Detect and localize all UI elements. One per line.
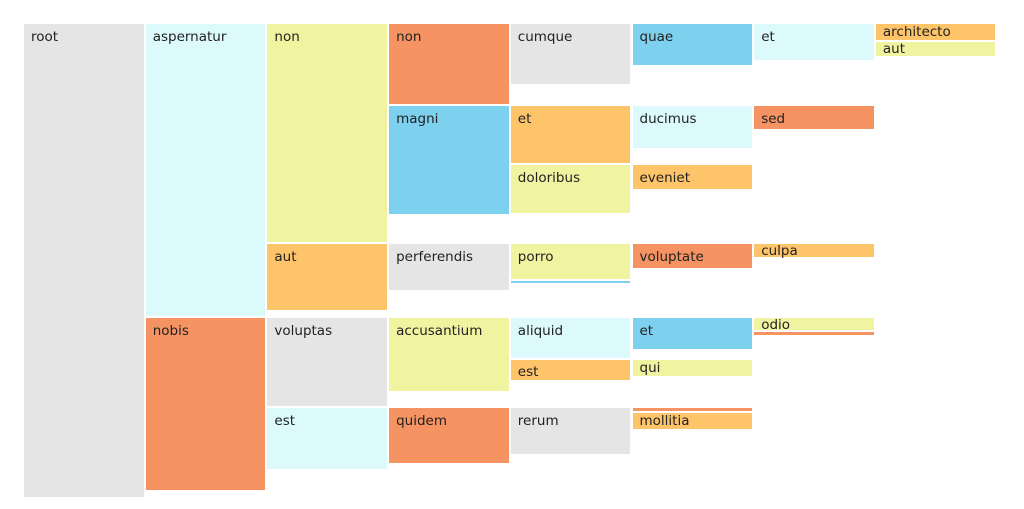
node-label: odio: [761, 317, 791, 333]
node-eveniet[interactable]: eveniet: [632, 165, 752, 189]
node-quae[interactable]: quae: [632, 24, 752, 65]
node-label: aliquid: [517, 323, 564, 339]
node-label: aut: [274, 249, 297, 265]
node-label: root: [31, 29, 59, 45]
node-label: cumque: [517, 29, 573, 45]
node-label: eveniet: [639, 170, 691, 186]
node-perferendis[interactable]: perferendis: [389, 244, 509, 290]
node-label: qui: [639, 360, 661, 376]
node-rerum[interactable]: rerum: [510, 408, 631, 454]
node-aut[interactable]: aut: [267, 244, 387, 310]
node-aut[interactable]: aut: [875, 41, 996, 57]
node-label: voluptas: [274, 323, 333, 339]
node-magni[interactable]: magni: [389, 106, 509, 214]
node-label: voluptate: [639, 249, 704, 265]
node-qui[interactable]: qui: [632, 360, 752, 376]
node-porro[interactable]: porro: [510, 244, 631, 279]
node-aliquid[interactable]: aliquid: [510, 318, 631, 358]
node-label: quae: [639, 29, 674, 45]
node-architecto[interactable]: architecto: [875, 24, 996, 40]
node-label: et: [761, 29, 775, 45]
node-accusantium[interactable]: accusantium: [389, 318, 509, 391]
node-label: mollitia: [639, 413, 690, 429]
node-label: accusantium: [396, 323, 483, 339]
node-label: culpa: [761, 243, 798, 259]
node-label: porro: [517, 249, 554, 265]
node-cumque[interactable]: cumque: [510, 24, 631, 84]
node-label: aut: [882, 41, 906, 57]
node-label: aspernatur: [152, 29, 227, 45]
node-sed[interactable]: sed: [754, 106, 874, 129]
node-label: architecto: [882, 24, 951, 40]
node-label: ducimus: [639, 111, 697, 127]
node-quidem[interactable]: quidem: [389, 408, 509, 463]
node-aspernatur[interactable]: aspernatur: [145, 24, 266, 316]
node-culpa[interactable]: culpa: [754, 243, 874, 259]
node-non[interactable]: non: [389, 24, 509, 104]
node-est[interactable]: est: [267, 408, 387, 469]
node-label: est: [274, 413, 296, 429]
node-mollitia[interactable]: mollitia: [632, 413, 752, 429]
node-et[interactable]: et: [754, 24, 874, 60]
node-label: non: [396, 29, 422, 45]
node-voluptate[interactable]: voluptate: [632, 244, 752, 268]
node-nobis[interactable]: nobis: [145, 318, 266, 490]
node-label: magni: [396, 111, 439, 127]
node-label: sed: [761, 111, 786, 127]
node-label: est: [517, 364, 539, 380]
node-label: rerum: [517, 413, 559, 429]
node-label: nobis: [152, 323, 189, 339]
node-unlabeled[interactable]: [510, 281, 631, 283]
node-et[interactable]: et: [510, 106, 631, 163]
node-ducimus[interactable]: ducimus: [632, 106, 752, 148]
node-label: doloribus: [517, 170, 581, 186]
node-non[interactable]: non: [267, 24, 387, 242]
node-label: et: [639, 323, 654, 339]
node-label: perferendis: [396, 249, 474, 265]
node-label: quidem: [396, 413, 447, 429]
node-label: et: [517, 111, 532, 127]
node-voluptas[interactable]: voluptas: [267, 318, 387, 406]
node-doloribus[interactable]: doloribus: [510, 165, 631, 213]
node-unlabeled[interactable]: [632, 408, 752, 411]
node-et[interactable]: et: [632, 318, 752, 349]
node-est[interactable]: est: [510, 360, 631, 380]
node-label: non: [274, 29, 300, 45]
node-unlabeled[interactable]: [754, 332, 874, 335]
node-root[interactable]: root: [24, 24, 144, 497]
node-odio[interactable]: odio: [754, 317, 874, 333]
